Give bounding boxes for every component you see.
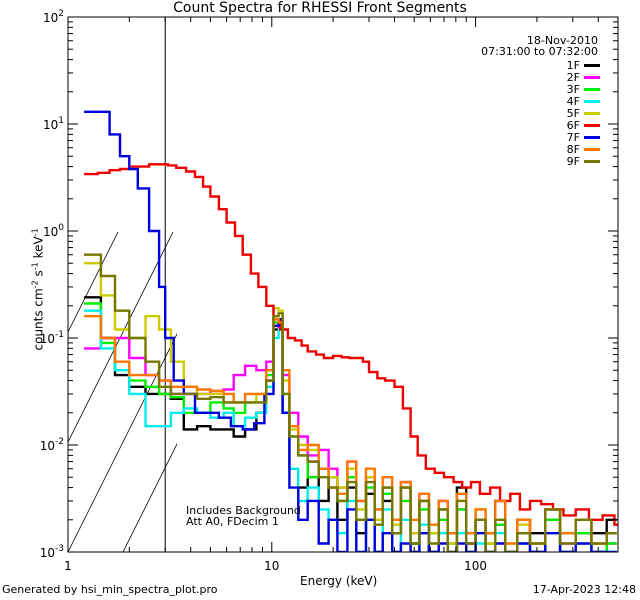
hatch-line: [398, 232, 558, 552]
legend-label: 7F: [566, 130, 580, 144]
hatch-line: [68, 231, 174, 443]
legend: 1F 2F 3F 4F 5F 6F 7F 8F 9F: [566, 58, 600, 168]
x-tick-label: 1: [64, 559, 72, 573]
legend-swatch: [584, 75, 600, 79]
legend-item-8F: 8F: [566, 142, 600, 156]
hatch-line: [288, 232, 448, 552]
legend-item-7F: 7F: [566, 130, 600, 144]
annotation-attenuator: Att A0, FDecim 1: [186, 515, 279, 528]
hatch-line: [453, 232, 613, 552]
legend-label: 5F: [566, 106, 580, 120]
series-line-4F: [84, 309, 617, 552]
y-axis-label-exp3: -1: [30, 228, 40, 237]
legend-item-1F: 1F: [566, 58, 600, 72]
hatch-line: [68, 231, 119, 333]
legend-label: 6F: [566, 118, 580, 132]
hatch-line: [68, 333, 177, 552]
chart-title: Count Spectra for RHESSI Front Segments: [173, 0, 467, 16]
legend-label: 2F: [566, 70, 580, 84]
legend-label: 9F: [566, 154, 580, 168]
series-line-9F: [84, 253, 617, 552]
observation-date: 18-Nov-2010: [526, 34, 598, 47]
series-line-7F: [84, 110, 617, 552]
legend-swatch: [584, 135, 600, 139]
footer-timestamp: 17-Apr-2023 12:48: [532, 583, 636, 596]
y-tick-label: 10-1: [40, 330, 64, 346]
y-tick-label: 102: [43, 9, 64, 25]
y-axis-label-exp1: -2: [30, 280, 40, 289]
y-tick-label: 101: [43, 116, 64, 132]
legend-swatch: [584, 147, 600, 151]
y-tick-label: 100: [43, 223, 64, 239]
hatch-region: [0, 231, 640, 552]
series-line-6F: [84, 163, 618, 526]
y-axis-label-main: counts cm: [31, 288, 46, 351]
legend-swatch: [584, 87, 600, 91]
hatch-line: [618, 232, 640, 552]
plot-frame: [67, 16, 619, 553]
legend-label: 1F: [566, 58, 580, 72]
legend-swatch: [584, 159, 600, 163]
footer-generator: Generated by hsi_min_spectra_plot.pro: [2, 583, 218, 596]
hatch-line: [122, 443, 177, 552]
legend-item-5F: 5F: [566, 106, 600, 120]
legend-item-6F: 6F: [566, 118, 600, 132]
y-tick-label: 10-3: [40, 544, 64, 560]
legend-swatch: [584, 99, 600, 103]
x-tick-label: 100: [464, 559, 487, 573]
observation-time-range: 07:31:00 to 07:32:00: [481, 45, 598, 58]
hatch-line: [508, 232, 640, 552]
y-tick-label: 10-2: [40, 437, 64, 453]
legend-swatch: [584, 63, 600, 67]
y-axis-label-s: s: [31, 270, 46, 281]
hatch-line: [0, 232, 8, 552]
series-line-3F: [84, 302, 617, 552]
legend-item-3F: 3F: [566, 82, 600, 96]
hatch-line: [563, 232, 640, 552]
x-axis-label: Energy (keV): [300, 574, 378, 588]
y-axis-label-kev: keV: [31, 236, 46, 263]
legend-label: 4F: [566, 94, 580, 108]
y-axis-label-exp2: -1: [30, 262, 40, 271]
y-axis-label: counts cm-2 s-1 keV-1: [30, 228, 46, 351]
legend-label: 3F: [566, 82, 580, 96]
series-line-1F: [84, 296, 617, 552]
legend-item-4F: 4F: [566, 94, 600, 108]
legend-label: 8F: [566, 142, 580, 156]
x-tick-label: 10: [264, 559, 279, 573]
annotation-background: Includes Background: [186, 504, 301, 517]
legend-item-9F: 9F: [566, 154, 600, 168]
legend-swatch: [584, 111, 600, 115]
legend-item-2F: 2F: [566, 70, 600, 84]
legend-swatch: [584, 123, 600, 127]
